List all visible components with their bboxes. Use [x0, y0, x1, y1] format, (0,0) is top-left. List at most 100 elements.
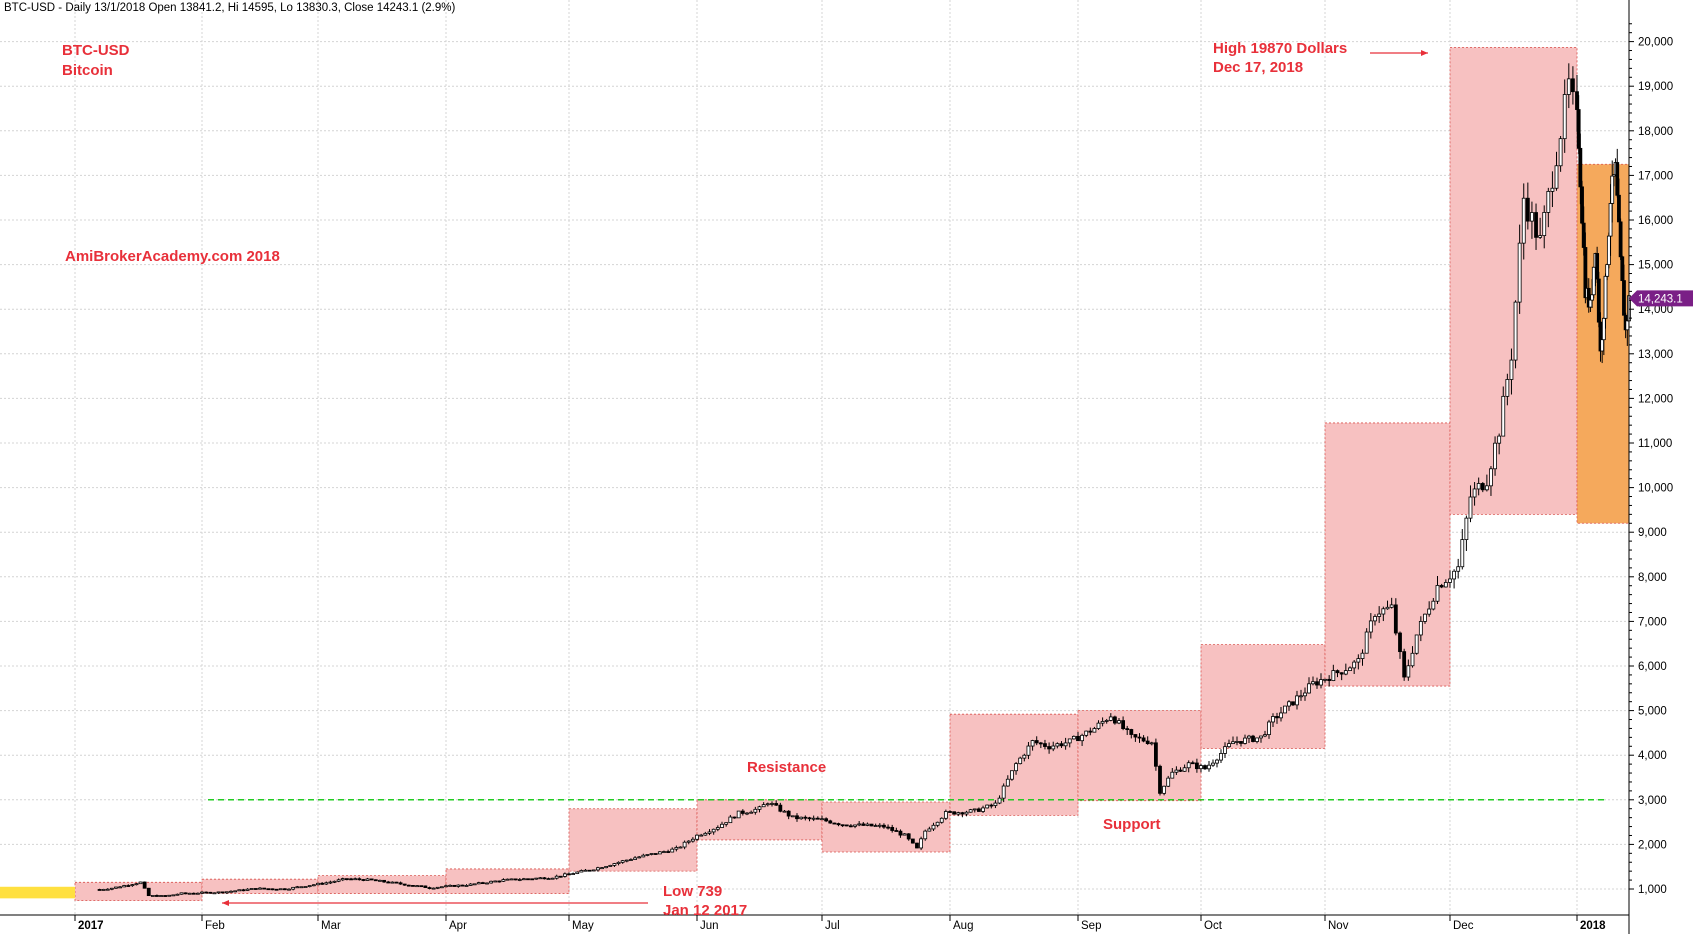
candle-body [583, 869, 588, 872]
candle-body [1271, 716, 1275, 723]
candle-body [1071, 735, 1076, 740]
candle-body [749, 811, 754, 814]
low-arrow-head [222, 900, 229, 906]
candle-body [460, 884, 465, 887]
candle-body [807, 817, 812, 820]
candle-body [489, 880, 494, 884]
candle-body [985, 804, 990, 809]
month-range-box [201, 878, 319, 894]
candle-body [1255, 737, 1259, 742]
candle-body [1468, 496, 1473, 519]
y-tick-label: 20,000 [1638, 37, 1673, 49]
candle-body [187, 892, 192, 895]
candle-body [406, 884, 411, 887]
candle-body [799, 816, 804, 820]
candle-body [464, 885, 469, 887]
month-range-box [1200, 644, 1326, 749]
candle-body [1546, 191, 1551, 213]
candle-body [1356, 658, 1361, 663]
candle-body [1418, 621, 1423, 636]
candle-body [1108, 716, 1113, 721]
candle-body [1460, 539, 1465, 568]
candle-body [1618, 221, 1623, 258]
candle-body [1067, 738, 1072, 744]
candle-body [191, 892, 196, 895]
candle-body [1606, 235, 1611, 266]
candle-body [1575, 91, 1579, 110]
month-range-box [1449, 46, 1578, 515]
candle-body [1550, 187, 1555, 192]
candle-body [620, 860, 625, 863]
candle-body [1431, 600, 1436, 610]
candle-body [1295, 695, 1299, 706]
candle-body [1030, 740, 1035, 747]
candle-body [1608, 203, 1613, 237]
candle-body [332, 880, 337, 883]
candle-body [1195, 762, 1199, 770]
candle-body [1129, 729, 1134, 735]
candle-body [939, 817, 944, 823]
candle-body [126, 885, 131, 887]
candle-body [703, 832, 708, 836]
candle-body [237, 889, 242, 892]
candle-body [266, 888, 271, 891]
candle-body [472, 883, 477, 886]
x-tick-label: 2018 [1580, 920, 1606, 932]
candle-body [1464, 517, 1469, 541]
candle-body [1489, 468, 1493, 487]
candle-body [542, 877, 547, 880]
candle-body [832, 822, 837, 825]
candle-body [1521, 197, 1526, 244]
candle-body [906, 833, 911, 840]
y-tick-label: 2,000 [1638, 839, 1667, 851]
candle-body [328, 881, 333, 884]
candle-body [857, 823, 862, 826]
y-tick-label: 12,000 [1638, 393, 1673, 405]
month-range-box [1077, 710, 1202, 802]
candle-body [361, 879, 366, 881]
candle-body [1303, 692, 1307, 697]
pre-2017-range-box [0, 886, 75, 899]
symbol-label: BTC-USD [62, 42, 130, 59]
candle-body [1456, 566, 1461, 572]
candle-body [258, 887, 262, 890]
month-range-box [821, 801, 951, 853]
candle-body [1059, 743, 1064, 747]
candle-body [1055, 743, 1060, 747]
candle-body [163, 895, 168, 897]
candle-body [1215, 759, 1219, 764]
candle-body [902, 833, 907, 836]
candle-body [690, 838, 695, 842]
candle-body [1186, 762, 1191, 769]
candle-body [431, 887, 436, 890]
last-price-badge: 14,243.1 [1629, 290, 1693, 307]
candle-body [765, 803, 770, 806]
candle-body [736, 810, 741, 819]
candle-body [493, 880, 498, 883]
candle-body [534, 877, 539, 880]
candle-body [786, 810, 791, 817]
candle-body [291, 886, 296, 890]
candle-body [678, 846, 683, 849]
candle-body [1259, 735, 1263, 739]
candle-body [1291, 701, 1295, 706]
candle-body [554, 875, 559, 879]
candle-body [1149, 742, 1154, 745]
candle-body [1423, 613, 1427, 622]
candle-body [699, 834, 704, 837]
chart-header: BTC-USD - Daily 13/1/2018 Open 13841.2, … [4, 2, 456, 14]
candle-body [1133, 734, 1138, 738]
candle-body [468, 883, 473, 886]
candle-body [386, 881, 391, 884]
candle-body [456, 884, 461, 887]
candle-body [1620, 256, 1625, 281]
month-range-box [445, 868, 570, 894]
candle-body [1590, 294, 1594, 301]
y-tick-label: 17,000 [1638, 170, 1673, 182]
candle-body [981, 807, 985, 812]
candle-body [1622, 280, 1626, 316]
candle-body [1571, 78, 1575, 93]
candle-body [1145, 740, 1150, 745]
candle-body [836, 823, 841, 826]
candle-body [530, 878, 534, 881]
